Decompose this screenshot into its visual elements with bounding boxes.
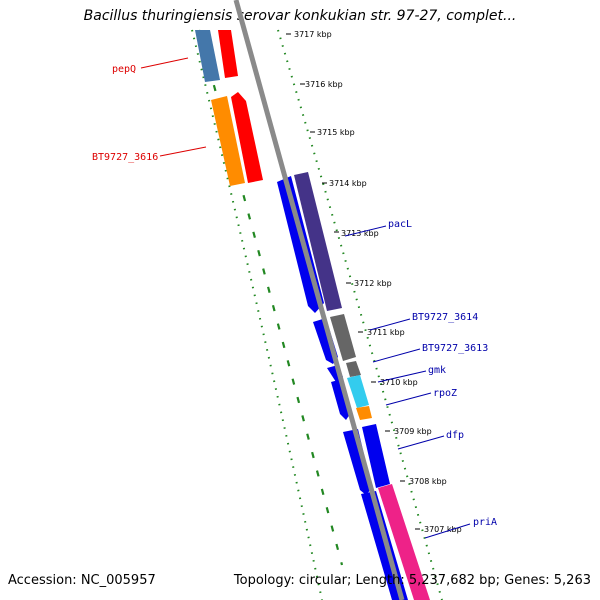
tick-label: 3710 kbp — [380, 378, 418, 387]
gene-block — [195, 30, 220, 82]
tick-label: 3713 kbp — [341, 229, 379, 238]
leader-line-pepQ — [140, 57, 189, 69]
leader-line-BT9727_3613 — [372, 348, 421, 363]
gene-block — [294, 172, 342, 311]
gene-label-pepQ: pepQ — [112, 64, 136, 75]
leader-line-pacL — [344, 225, 387, 237]
gene-block — [331, 379, 352, 420]
tick-label: 3708 kbp — [409, 477, 447, 486]
gene-label-BT9727_3614: BT9727_3614 — [412, 312, 478, 323]
gene-block — [347, 375, 369, 408]
leader-line-rpoZ — [385, 392, 432, 406]
leader-line-dfp — [397, 435, 445, 450]
gene-block — [218, 30, 238, 78]
gene-block — [211, 96, 245, 186]
tick-label: 3714 kbp — [329, 179, 367, 188]
gene-label-BT9727_3613: BT9727_3613 — [422, 343, 488, 354]
tick-label: 3712 kbp — [354, 279, 392, 288]
gene-block — [378, 484, 430, 600]
gene-block — [343, 429, 372, 495]
genome-stats-text: Topology: circular; Length: 5,237,682 bp… — [233, 573, 591, 588]
gene-label-priA: priA — [473, 517, 497, 528]
tick-label: 3707 kbp — [424, 525, 462, 534]
gene-block — [231, 92, 263, 183]
tick-label: 3716 kbp — [305, 80, 343, 89]
genome-backbone — [233, 0, 405, 600]
gene-blocks — [195, 30, 430, 600]
tick-label: 3715 kbp — [317, 128, 355, 137]
ticks: 3717 kbp 3716 kbp 3715 kbp 3714 kbp 3713… — [286, 30, 462, 534]
leader-line-gmk — [377, 370, 427, 383]
tick-label: 3709 kbp — [394, 427, 432, 436]
gene-label-pacL: pacL — [388, 219, 412, 230]
gene-block — [362, 424, 390, 488]
outer-track-boundary-right — [277, 29, 443, 600]
gene-label-rpoZ: rpoZ — [433, 388, 457, 399]
tick-label: 3711 kbp — [367, 328, 405, 337]
gene-block — [356, 406, 372, 420]
leader-line-priA — [424, 523, 471, 539]
gene-label-dfp: dfp — [446, 430, 464, 441]
gene-label-BT9727_3616: BT9727_3616 — [92, 152, 158, 163]
map-title: Bacillus thuringiensis serovar konkukian… — [83, 8, 517, 24]
leader-line-BT9727_3614 — [369, 318, 411, 331]
accession-text: Accession: NC_005957 — [8, 573, 156, 588]
gene-block — [330, 314, 356, 361]
gene-label-gmk: gmk — [428, 365, 446, 376]
gene-labels: pepQ BT9727_3616 pacL BT9727_3614 BT9727… — [92, 57, 497, 539]
leader-line-BT9727_3616 — [159, 146, 207, 157]
tick-label: 3717 kbp — [294, 30, 332, 39]
gene-block — [346, 361, 361, 377]
